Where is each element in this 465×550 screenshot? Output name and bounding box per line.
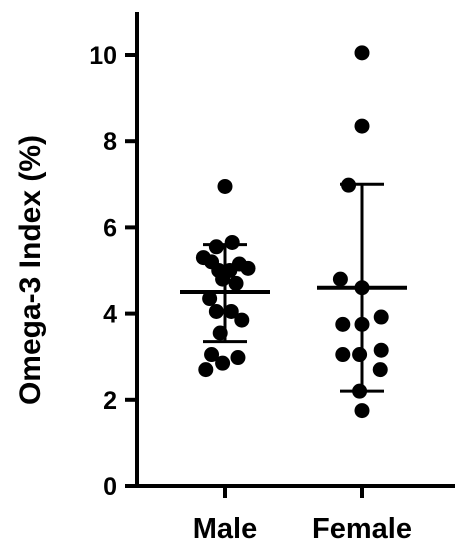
male-point-10 xyxy=(228,275,244,291)
female-point-13 xyxy=(354,403,370,419)
female-point-11 xyxy=(372,362,388,378)
female-point-2 xyxy=(341,177,357,193)
female-point-3 xyxy=(332,271,348,287)
y-tick-label-2: 2 xyxy=(103,387,117,415)
female-point-1 xyxy=(354,118,370,134)
female-point-4 xyxy=(354,280,370,296)
male-point-9 xyxy=(215,271,231,287)
y-tick-label-8: 8 xyxy=(103,128,117,156)
female-point-9 xyxy=(352,347,368,363)
male-point-13 xyxy=(223,303,239,319)
male-point-1 xyxy=(224,234,240,250)
data-groups xyxy=(180,45,407,419)
y-axis: 0 2 4 6 8 10 xyxy=(89,12,139,501)
male-point-8 xyxy=(240,260,256,276)
female-point-10 xyxy=(373,342,389,358)
male-point-12 xyxy=(208,303,224,319)
male-point-14 xyxy=(234,312,250,328)
group-female xyxy=(317,45,407,419)
female-point-12 xyxy=(352,383,368,399)
x-tick-label-female: Female xyxy=(312,513,412,545)
male-point-17 xyxy=(230,350,246,366)
group-male xyxy=(180,178,270,378)
y-axis-title: Omega-3 Index (%) xyxy=(14,135,47,405)
male-point-2 xyxy=(208,239,224,255)
male-point-16 xyxy=(204,347,220,363)
female-point-8 xyxy=(335,347,351,363)
male-point-15 xyxy=(212,325,228,341)
y-tick-label-0: 0 xyxy=(103,473,117,501)
female-point-5 xyxy=(335,316,351,332)
y-tick-label-6: 6 xyxy=(103,214,117,242)
x-axis: Male Female xyxy=(135,484,455,545)
male-point-19 xyxy=(198,362,214,378)
y-tick-label-10: 10 xyxy=(89,42,117,70)
x-tick-label-male: Male xyxy=(193,513,257,545)
female-point-7 xyxy=(373,309,389,325)
male-point-18 xyxy=(215,355,231,371)
female-point-6 xyxy=(354,316,370,332)
male-point-11 xyxy=(202,291,218,307)
female-point-0 xyxy=(354,45,370,61)
male-point-0 xyxy=(217,178,233,194)
y-tick-label-4: 4 xyxy=(103,301,117,329)
